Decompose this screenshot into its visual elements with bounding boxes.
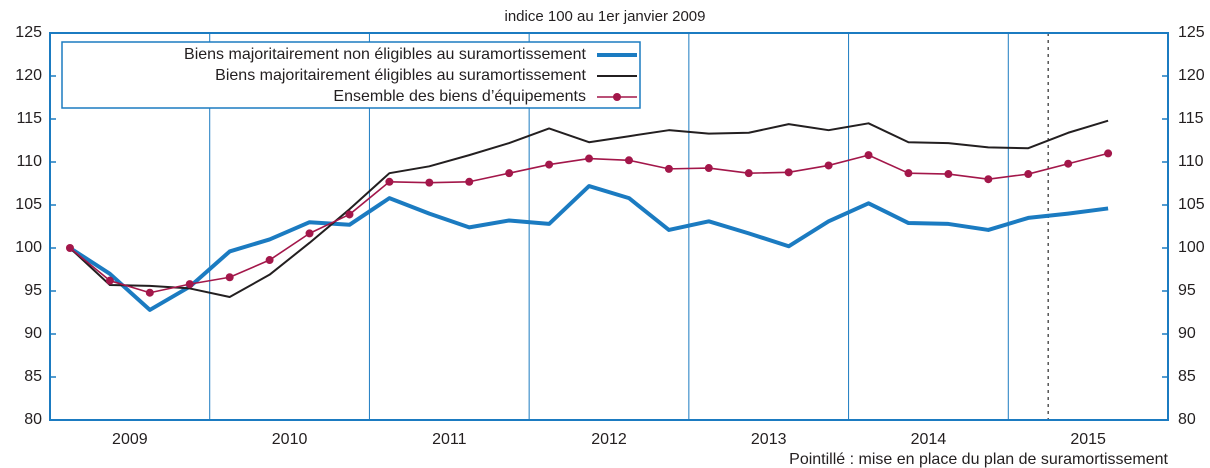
y-tick-label: 85	[24, 368, 42, 385]
series-marker	[385, 177, 394, 186]
y2-tick-label: 85	[1178, 368, 1196, 385]
y-tick-label: 115	[16, 110, 42, 127]
y-tick-label: 90	[24, 325, 42, 342]
x-tick-label: 2010	[272, 431, 308, 448]
series-marker	[904, 169, 913, 178]
series-marker	[545, 160, 554, 169]
series-marker	[664, 164, 673, 173]
y2-tick-label: 90	[1178, 325, 1196, 342]
series-marker	[704, 164, 713, 173]
y2-tick-label: 115	[1178, 110, 1204, 127]
y2-tick-label: 125	[1178, 24, 1205, 41]
y-tick-label: 100	[15, 239, 42, 256]
series-marker	[944, 170, 953, 179]
y2-tick-label: 95	[1178, 282, 1196, 299]
series-line	[69, 119, 1109, 299]
x-tick-label: 2012	[591, 431, 627, 448]
series-line	[68, 184, 1109, 312]
series-marker	[984, 175, 993, 184]
x-tick-label: 2009	[112, 431, 148, 448]
series-marker	[1024, 170, 1033, 179]
legend-label: Biens majoritairement éligibles au suram…	[215, 67, 586, 84]
y-tick-label: 95	[24, 282, 42, 299]
series-marker	[624, 156, 633, 165]
legend-label: Ensemble des biens d’équipements	[333, 88, 586, 105]
series-marker	[1064, 159, 1073, 168]
y-tick-label: 105	[15, 196, 42, 213]
y2-tick-label: 105	[1178, 196, 1205, 213]
series-marker	[505, 169, 514, 178]
x-tick-label: 2011	[432, 431, 467, 448]
series-marker	[65, 244, 74, 252]
series-marker	[185, 280, 194, 289]
series-marker	[305, 229, 314, 238]
x-tick-label: 2015	[1070, 431, 1106, 448]
legend-label: Biens majoritairement non éligibles au s…	[184, 46, 587, 63]
annotation: Pointillé : mise en place du plan de sur…	[789, 451, 1168, 468]
series-marker	[824, 161, 833, 170]
y-tick-label: 80	[24, 411, 42, 428]
series-marker	[345, 210, 354, 219]
y-tick-label: 120	[15, 67, 42, 84]
series-marker	[784, 168, 793, 177]
x-tick-label: 2013	[751, 431, 787, 448]
y-tick-label: 110	[16, 153, 42, 170]
y-tick-label: 125	[15, 24, 42, 41]
series-marker	[265, 256, 274, 265]
y2-tick-label: 80	[1178, 411, 1196, 428]
series-marker	[105, 276, 114, 285]
chart-subtitle: indice 100 au 1er janvier 2009	[505, 8, 706, 25]
plot-frame	[49, 32, 1169, 421]
series-marker	[465, 177, 474, 186]
x-tick-label: 2014	[911, 431, 947, 448]
series-marker	[225, 273, 234, 282]
series-marker	[1104, 149, 1113, 158]
legend-box	[61, 41, 641, 109]
legend-marker	[613, 93, 621, 101]
y2-tick-label: 120	[1178, 67, 1205, 84]
series-marker	[864, 151, 873, 160]
series-marker	[145, 288, 154, 297]
series-marker	[585, 154, 594, 163]
series-marker	[744, 169, 753, 178]
y2-tick-label: 100	[1178, 239, 1205, 256]
y2-tick-label: 110	[1178, 153, 1204, 170]
series-marker	[425, 178, 434, 187]
